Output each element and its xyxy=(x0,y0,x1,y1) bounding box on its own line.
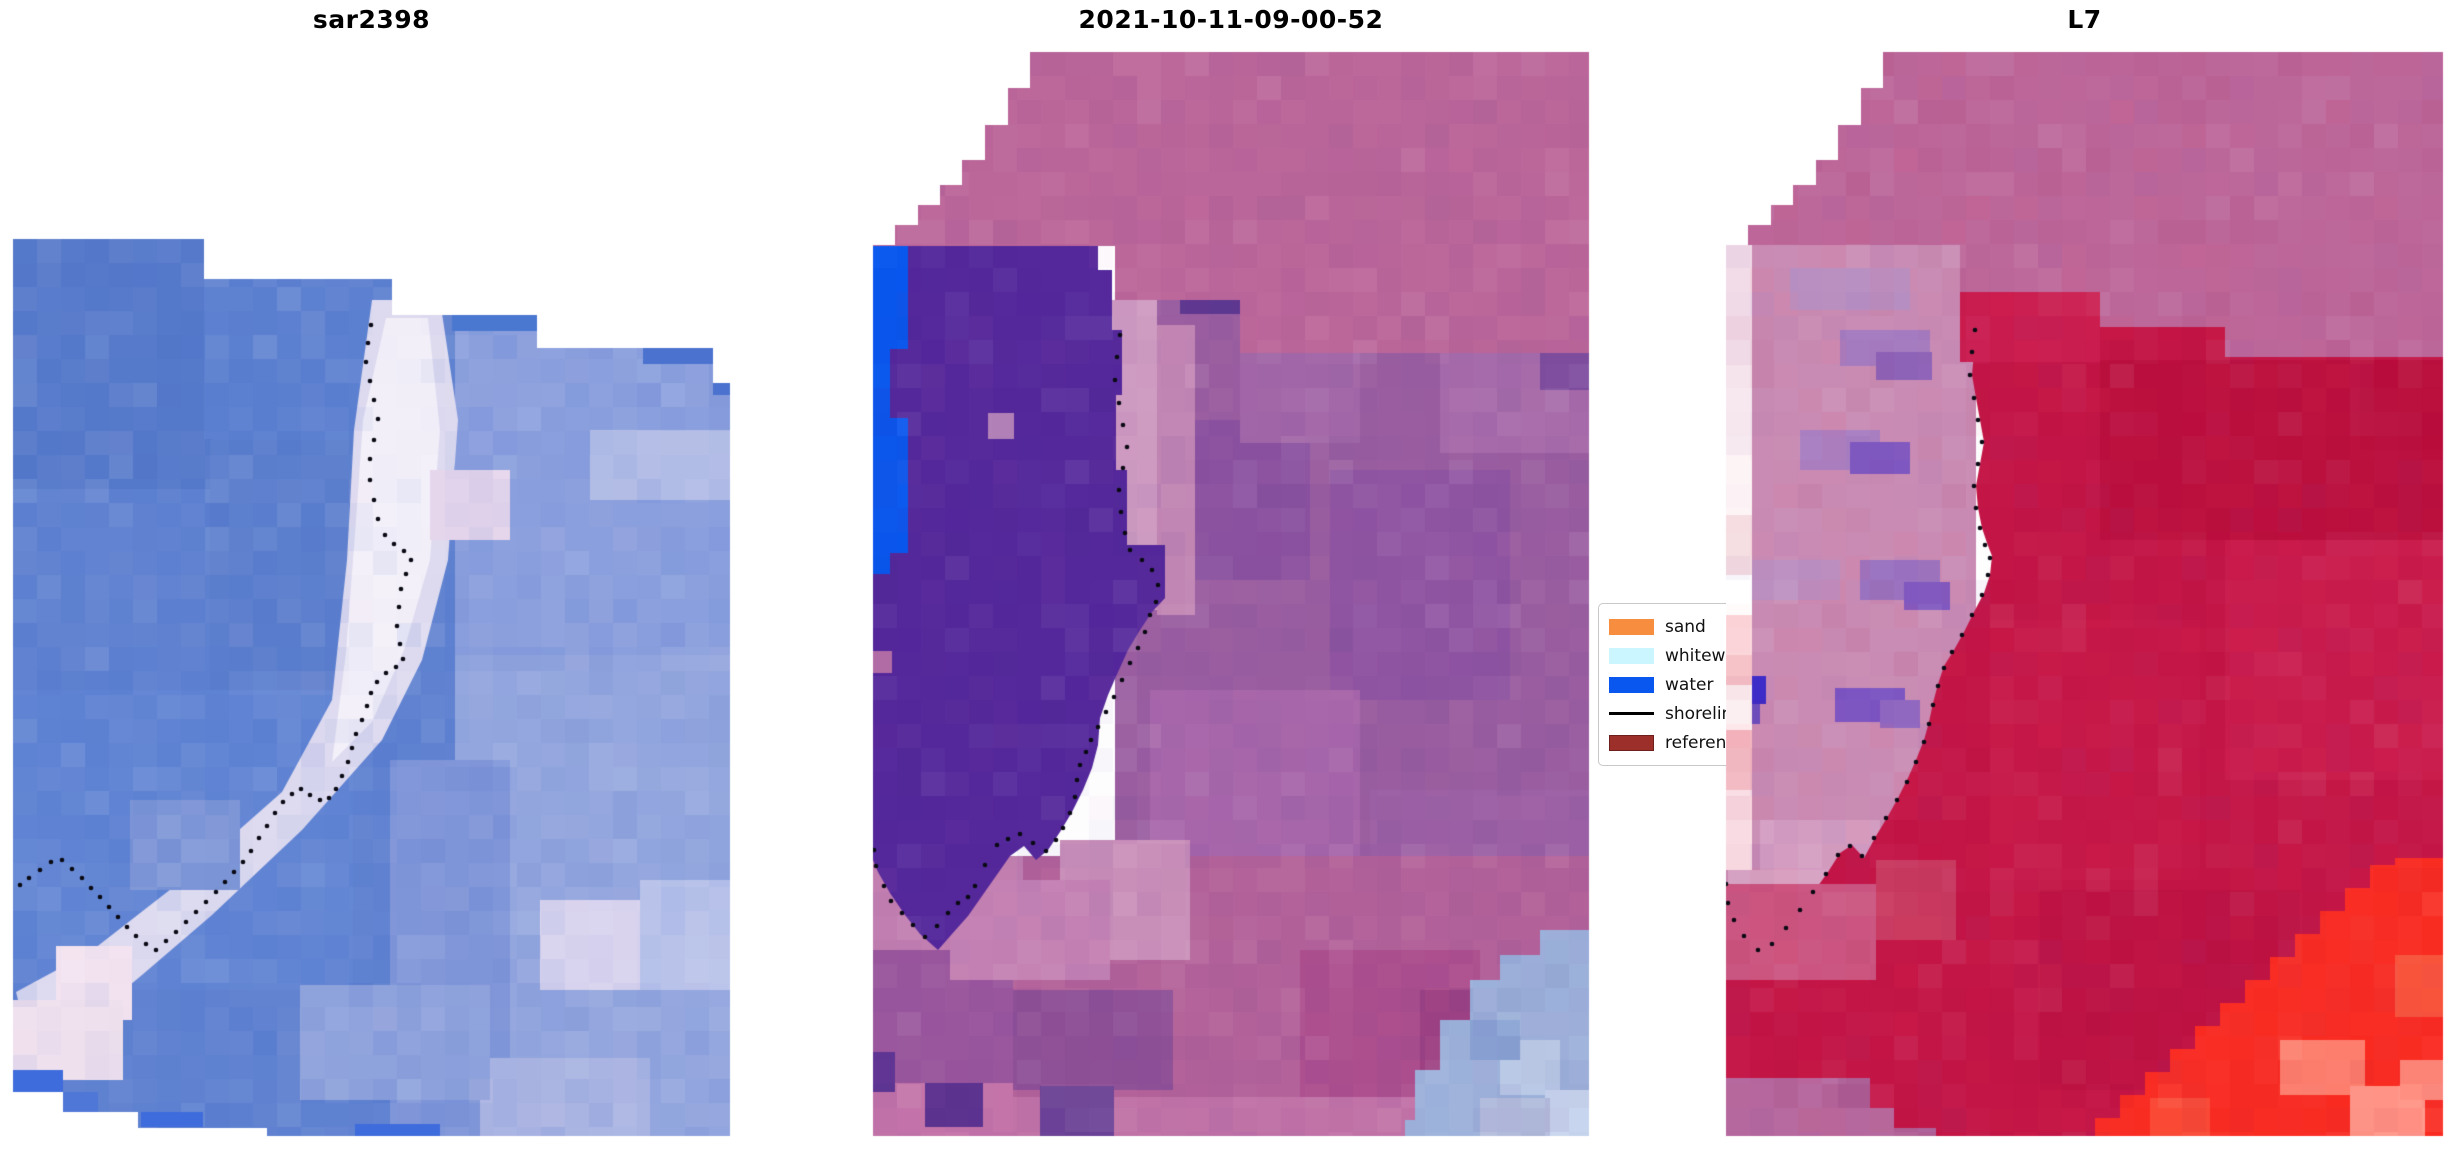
sand-swatch-icon xyxy=(1609,618,1654,635)
legend-row-reference: reference xyxy=(1609,728,1726,757)
legend-row-whitewater: whitewater xyxy=(1609,641,1726,670)
legend: sand whitewater water shoreline referenc… xyxy=(1598,603,1726,766)
legend-row-shoreline: shoreline xyxy=(1609,699,1726,728)
panel-2-title: 2021-10-11-09-00-52 xyxy=(1078,5,1384,34)
legend-label-sand: sand xyxy=(1665,616,1706,637)
panel-1-title: sar2398 xyxy=(312,5,431,34)
shoreline-line-icon xyxy=(1609,712,1654,715)
legend-row-water: water xyxy=(1609,670,1726,699)
legend-label-whitewater: whitewater xyxy=(1665,645,1726,666)
panel-3-title: L7 xyxy=(2067,5,2102,34)
legend-clip-region: sand whitewater water shoreline referenc… xyxy=(1598,603,1726,771)
legend-label-reference: reference xyxy=(1665,732,1726,753)
legend-row-sand: sand xyxy=(1609,612,1726,641)
whitewater-swatch-icon xyxy=(1609,647,1654,664)
legend-label-water: water xyxy=(1665,674,1714,695)
reference-swatch-icon xyxy=(1609,734,1654,751)
water-swatch-icon xyxy=(1609,676,1654,693)
legend-label-shoreline: shoreline xyxy=(1665,703,1726,724)
